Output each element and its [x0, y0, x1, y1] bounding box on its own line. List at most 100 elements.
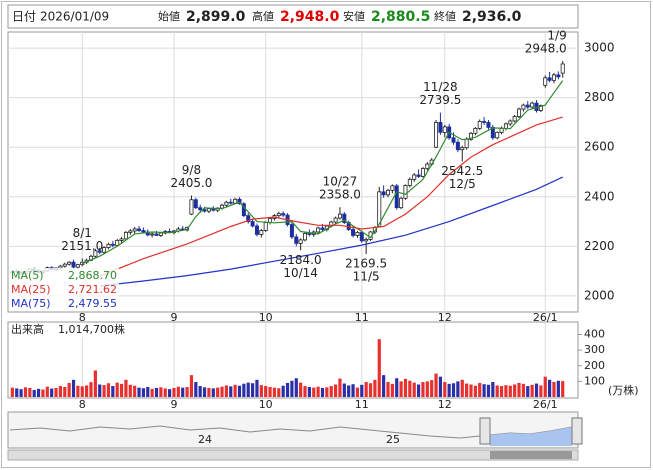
volume-bar [255, 379, 259, 397]
volume-bar [460, 379, 464, 397]
high-label: 高値 [252, 9, 274, 23]
volume-bar [451, 383, 456, 397]
candle-body [246, 215, 251, 222]
high-value: 2,948.0 [280, 9, 340, 25]
annotation-price: 2358.0 [319, 188, 361, 202]
volume-bar [207, 387, 211, 397]
candle-body [364, 238, 369, 242]
volume-bar [41, 389, 45, 397]
candle-body [517, 108, 522, 117]
candle-body [137, 228, 142, 231]
candle-body [503, 123, 508, 129]
volume-bar [399, 381, 403, 397]
x-tick-label: 8 [79, 398, 86, 411]
annotation-date: 10/27 [323, 175, 358, 189]
volume-bar [58, 386, 63, 397]
candle-body [128, 230, 133, 233]
candle-body [150, 233, 155, 236]
volume-bar [412, 382, 416, 397]
volume-bar [272, 387, 277, 397]
candle-body [281, 213, 286, 216]
volume-bar [19, 389, 23, 397]
volume-bar [508, 385, 512, 397]
volume-bar [504, 385, 508, 397]
candle-body [521, 104, 526, 110]
candle-body [206, 208, 211, 212]
volume-bar [465, 383, 469, 397]
volume-bar [133, 385, 137, 397]
volume-bar [181, 387, 185, 397]
candle-body [250, 221, 255, 227]
volume-bar [111, 386, 115, 397]
candle-body [132, 228, 137, 232]
volume-bar [285, 382, 290, 397]
volume-bar [382, 375, 386, 397]
y-tick-label: 2600 [584, 140, 615, 154]
candle-body [224, 201, 229, 206]
x-tick-label: 9 [170, 311, 177, 324]
volume-bar [561, 381, 565, 397]
candle-body [551, 74, 556, 81]
legend-value: 2,868.70 [68, 269, 117, 282]
candle-body [468, 132, 473, 140]
volume-bar [473, 385, 477, 397]
candle-body [381, 191, 386, 196]
volume-bar [425, 381, 429, 397]
annotation-date: 11/5 [353, 269, 380, 283]
volume-bar [216, 387, 220, 397]
scrollbar[interactable] [7, 449, 579, 461]
volume-bar [390, 383, 394, 397]
candle-body [390, 185, 395, 191]
navigator-handle-right[interactable] [571, 417, 583, 445]
volume-bar [290, 380, 294, 397]
candle-body [307, 233, 312, 235]
x-tick-label: 26/1 [533, 311, 558, 324]
volume-bar [521, 383, 526, 397]
volume-bar [342, 383, 346, 397]
volume-bar [447, 383, 451, 397]
volume-bar [368, 383, 373, 397]
volume-title: 出来高 [11, 322, 44, 336]
candle-body [58, 265, 63, 269]
volume-bar [556, 380, 560, 397]
volume-bar [277, 388, 281, 397]
volume-bar [67, 382, 71, 397]
volume-bar [499, 386, 504, 397]
scrollbar-thumb[interactable] [490, 451, 572, 459]
candle-body [62, 263, 67, 267]
annotation-date: 10/14 [283, 266, 318, 280]
candle-body [333, 217, 338, 223]
candle-body [482, 121, 487, 123]
candle-body [119, 238, 124, 241]
candle-body [254, 225, 259, 235]
ma-line [82, 80, 564, 265]
navigator-handle-left[interactable] [479, 417, 491, 445]
candle-body [294, 236, 299, 244]
volume-bar [168, 389, 172, 397]
annotation-date: 9/8 [182, 163, 201, 177]
x-tick-label: 11 [355, 311, 369, 324]
candle-body [193, 199, 198, 209]
volume-bar [329, 386, 333, 397]
navigator-line [9, 425, 573, 439]
volume-bar [98, 384, 102, 397]
volume-bar [242, 383, 246, 397]
candle-body [154, 233, 159, 236]
volume-bar [548, 379, 552, 397]
volume-bar [229, 386, 233, 397]
candle-body [543, 77, 548, 86]
volume-bar [264, 386, 268, 397]
volume-bar [307, 387, 311, 397]
y-tick-label: 100 [584, 374, 605, 387]
volume-bar [237, 385, 242, 397]
candle-body [412, 174, 417, 180]
candle-body [560, 63, 565, 74]
candle-body [403, 184, 408, 199]
volume-bar [259, 385, 263, 397]
low-label: 安値 [343, 9, 365, 23]
candle-body [123, 232, 128, 240]
legend-value: 2,721.62 [68, 283, 117, 296]
volume-bar [299, 382, 303, 397]
volume-bar [377, 339, 381, 397]
volume-bar [456, 381, 460, 397]
